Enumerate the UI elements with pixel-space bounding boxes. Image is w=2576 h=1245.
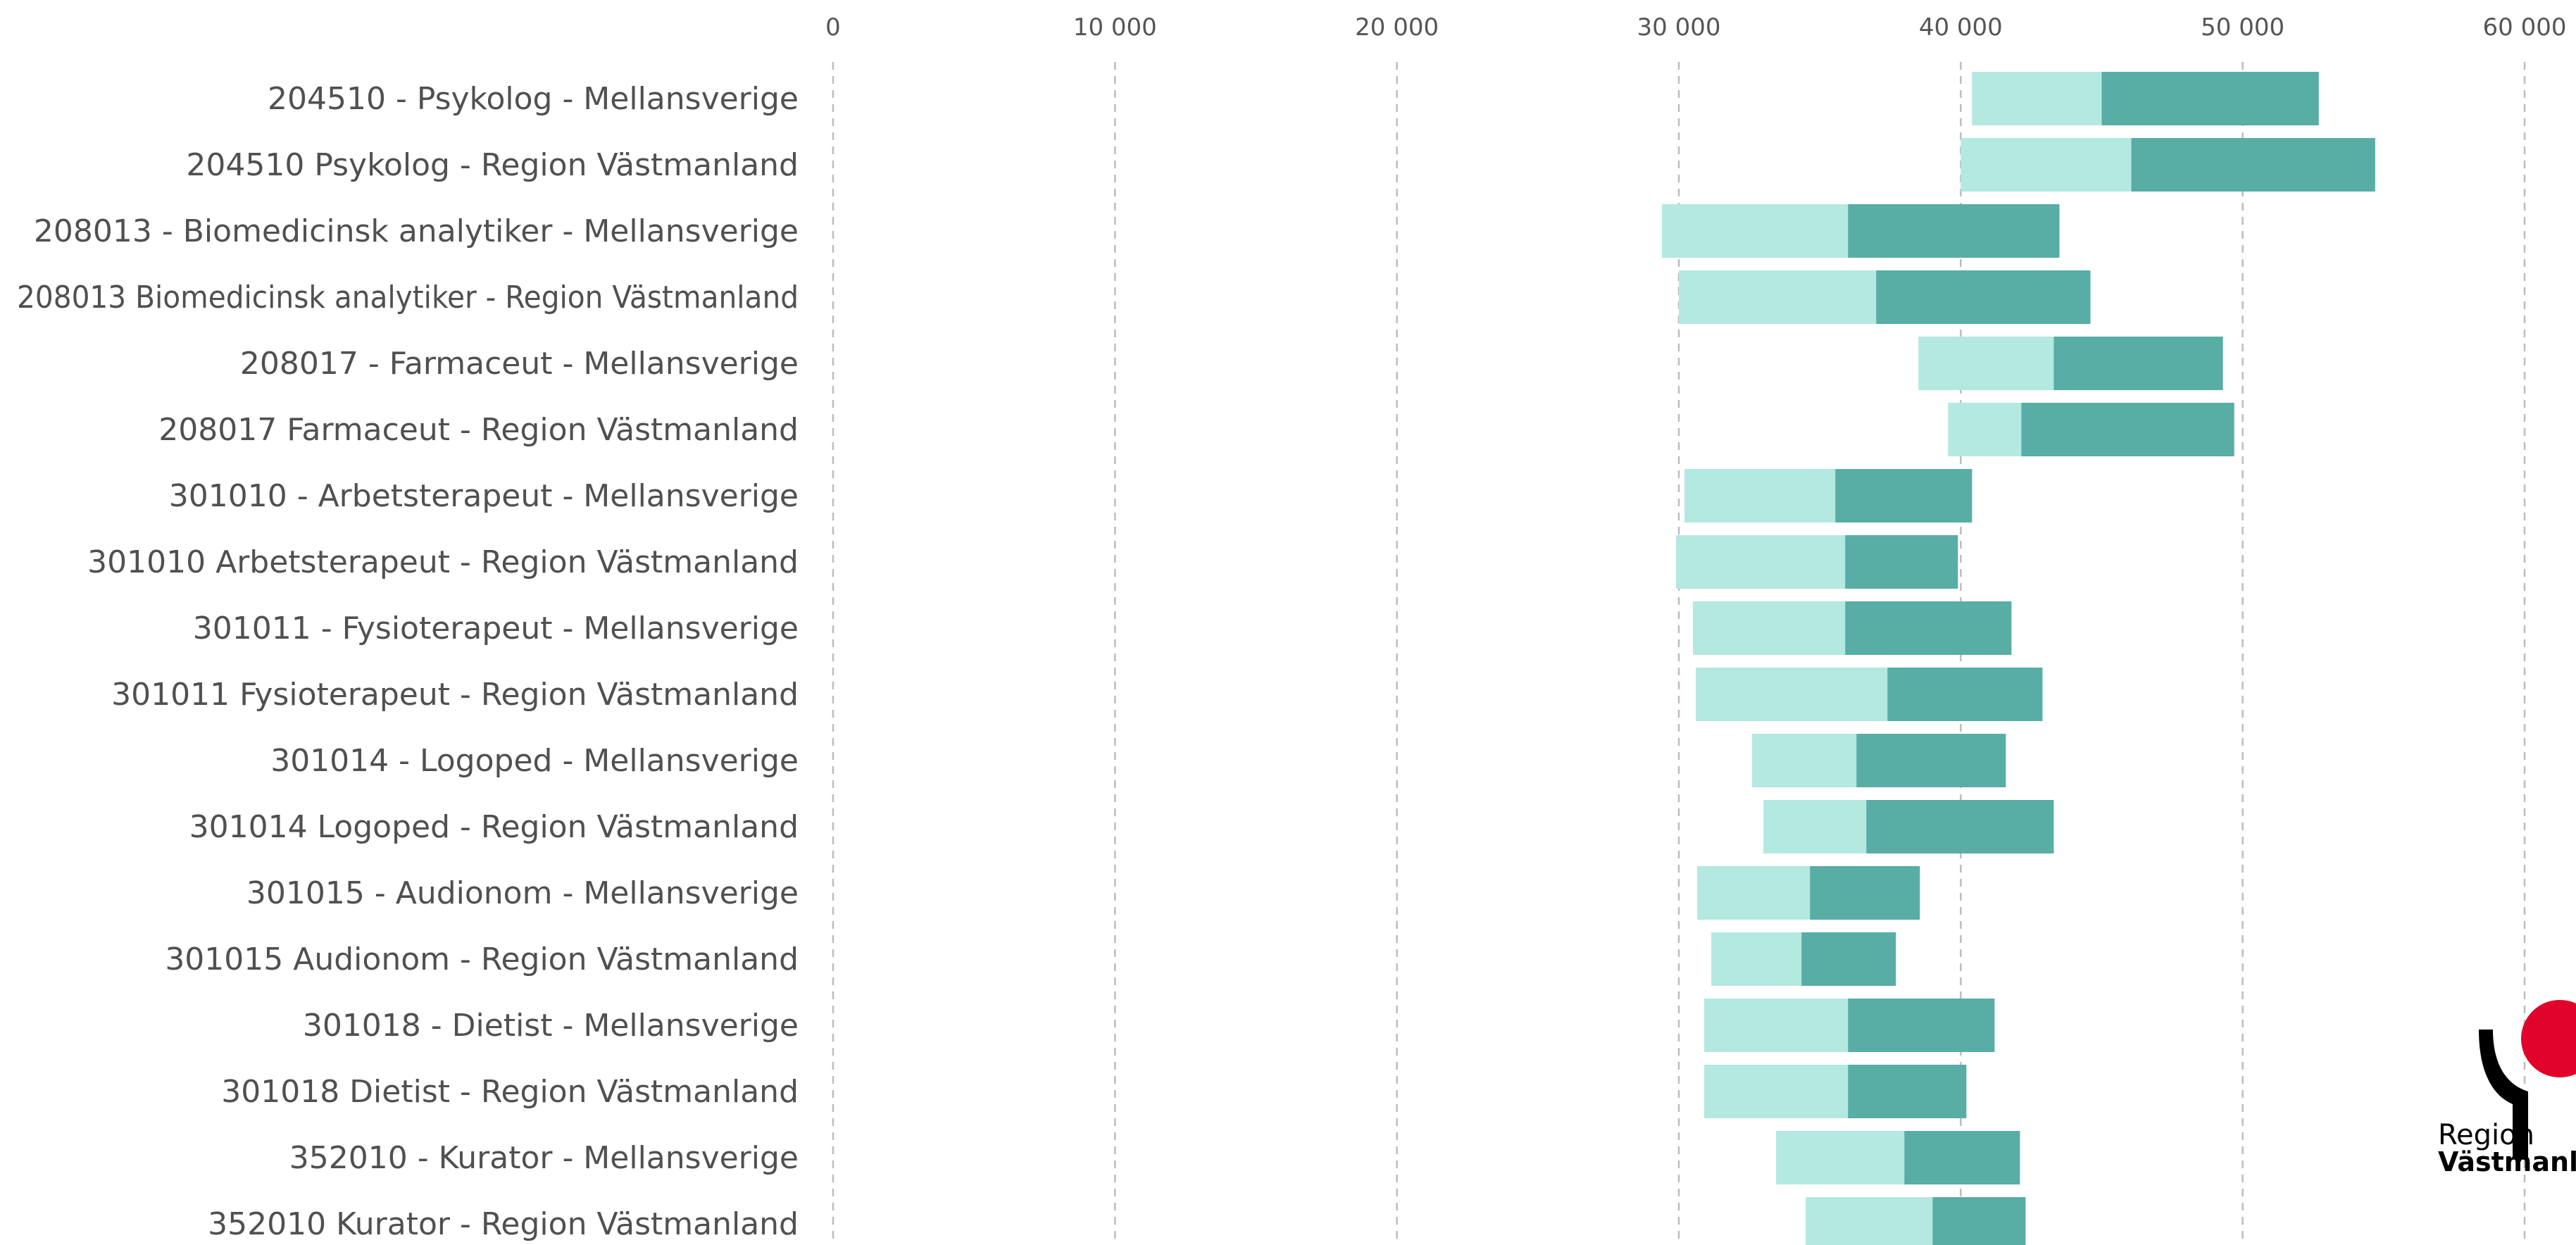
x-tick-label: 60 000 xyxy=(2483,13,2567,42)
category-label: 352010 - Kurator - Mellansverige xyxy=(289,1140,799,1176)
bar-segment-dark xyxy=(1876,270,2091,324)
category-label: 204510 Psykolog - Region Västmanland xyxy=(186,147,799,183)
x-tick-label: 40 000 xyxy=(1919,13,2003,42)
bar-segment-light xyxy=(1675,535,1846,589)
category-label: 301011 Fysioterapeut - Region Västmanlan… xyxy=(111,677,799,713)
x-tick-label: 50 000 xyxy=(2201,13,2284,42)
bar-segment-dark xyxy=(1845,535,1958,589)
category-label: 208013 Biomedicinsk analytiker - Region … xyxy=(17,280,799,315)
bar-segment-light xyxy=(1763,800,1867,853)
bar-segment-dark xyxy=(2053,337,2223,390)
bar-segment-light xyxy=(1704,999,1849,1052)
category-label: 301011 - Fysioterapeut - Mellansverige xyxy=(193,611,799,646)
x-tick-label: 10 000 xyxy=(1073,13,1157,42)
bar-segment-light xyxy=(1948,403,2022,456)
logo-text-vastmanland: Västmanland xyxy=(2438,1146,2576,1176)
bar-segment-light xyxy=(1684,469,1836,523)
bar-segment-dark xyxy=(1932,1197,2026,1245)
bar-segment-light xyxy=(1806,1197,1933,1245)
bar-segment-dark xyxy=(1848,204,2060,258)
bar-segment-light xyxy=(1696,668,1888,721)
x-axis-ticks: 0 10 000 20 000 30 000 40 000 50 000 60 000 xyxy=(825,13,2566,42)
x-tick-label: 20 000 xyxy=(1355,13,1439,42)
bar-segment-light xyxy=(1776,1131,1905,1184)
category-label: 301018 Dietist - Region Västmanland xyxy=(221,1074,799,1110)
bars xyxy=(1661,72,2375,1245)
bar-segment-light xyxy=(1711,932,1802,986)
bar-segment-dark xyxy=(2101,72,2319,125)
category-label: 301014 - Logoped - Mellansverige xyxy=(270,743,799,779)
category-label: 208013 - Biomedicinsk analytiker - Mella… xyxy=(34,213,799,249)
bar-segment-dark xyxy=(1801,932,1896,986)
bar-segment-light xyxy=(1961,138,2132,192)
category-label: 352010 Kurator - Region Västmanland xyxy=(208,1206,799,1242)
bar-segment-dark xyxy=(1856,734,2006,787)
logo-text-region: Region xyxy=(2438,1119,2534,1151)
category-label: 301018 - Dietist - Mellansverige xyxy=(303,1008,799,1044)
bar-segment-dark xyxy=(1845,601,2012,655)
bar-segment-dark xyxy=(1848,1065,1967,1118)
bar-segment-dark xyxy=(1835,469,1972,523)
bar-segment-dark xyxy=(1810,866,1920,920)
category-label: 208017 Farmaceut - Region Västmanland xyxy=(158,412,799,448)
bar-segment-light xyxy=(1972,72,2102,125)
bar-segment-light xyxy=(1693,601,1846,655)
category-label: 208017 - Farmaceut - Mellansverige xyxy=(240,346,799,382)
bar-segment-light xyxy=(1679,270,1877,324)
bar-segment-dark xyxy=(2021,403,2234,456)
bar-segment-light xyxy=(1752,734,1857,787)
bar-segment-dark xyxy=(2131,138,2375,192)
category-label: 301015 Audionom - Region Västmanland xyxy=(165,941,799,977)
logo-figure-icon xyxy=(2479,1030,2528,1158)
category-label: 204510 - Psykolog - Mellansverige xyxy=(268,81,799,117)
category-labels: 204510 - Psykolog - Mellansverige 204510 … xyxy=(17,81,799,1242)
x-tick-label: 30 000 xyxy=(1637,13,1721,42)
bar-segment-dark xyxy=(1848,999,1995,1052)
bar-segment-dark xyxy=(1904,1131,2020,1184)
bar-segment-light xyxy=(1704,1065,1849,1118)
category-label: 301010 - Arbetsterapeut - Mellansverige xyxy=(169,478,799,514)
region-vastmanland-logo: Region Västmanland xyxy=(2438,1000,2576,1176)
bar-segment-light xyxy=(1661,204,1849,258)
category-label: 301010 Arbetsterapeut - Region Västmanla… xyxy=(87,544,799,580)
x-tick-label: 0 xyxy=(825,13,841,42)
bar-segment-dark xyxy=(1866,800,2054,853)
bar-segment-light xyxy=(1918,337,2054,390)
logo-red-dot-icon xyxy=(2521,1000,2576,1077)
bar-segment-light xyxy=(1697,866,1811,920)
category-label: 301015 - Audionom - Mellansverige xyxy=(246,875,799,911)
bar-segment-dark xyxy=(1887,668,2043,721)
category-label: 301014 Logoped - Region Västmanland xyxy=(189,809,799,845)
